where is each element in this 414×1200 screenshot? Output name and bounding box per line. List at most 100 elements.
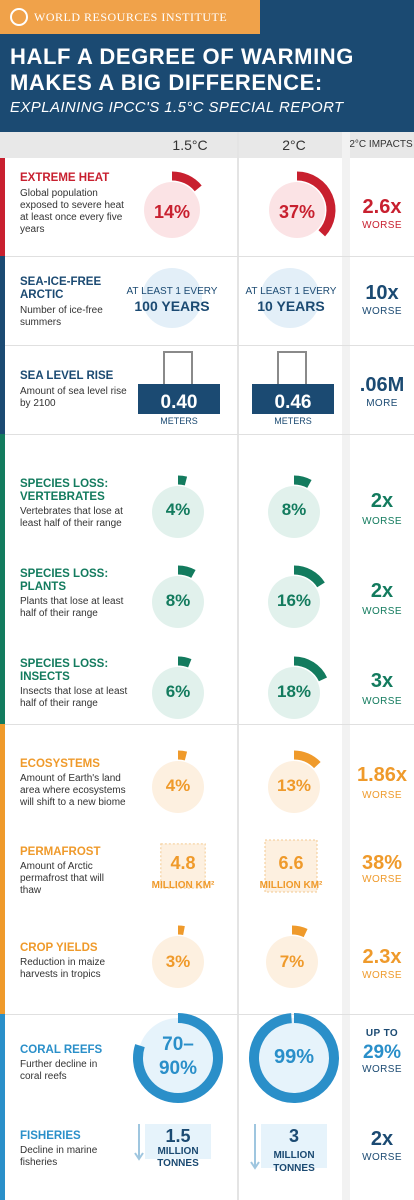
arctic-globe-2-icon (260, 268, 320, 328)
row-title-plants-2: PLANTS (20, 581, 66, 593)
gauge-heat-2-arc (296, 171, 336, 237)
value-fish-2: 3 (288, 1126, 299, 1146)
value-arctic-2-line2: 10 YEARS (257, 298, 325, 314)
value-crop-2: 7% (279, 952, 305, 971)
impact-fish-sub: WORSE (362, 1152, 402, 1163)
impact-vert: 2x (370, 490, 394, 512)
gauge-eco-1-5-disc (152, 761, 204, 813)
impact-eco-sub: WORSE (362, 790, 402, 801)
row-desc-arctic: Number of ice-free summers (20, 305, 103, 328)
impact-plants-sub: WORSE (362, 606, 402, 617)
row-desc-coral: Further decline in coral reefs (20, 1059, 98, 1082)
value-perma-1-5: 4.8 (170, 853, 196, 873)
row-desc-plants: Plants that lose at least half of their … (20, 596, 124, 619)
gauge-eco-2-arc (293, 750, 321, 769)
gauge-crop-2-arc (291, 925, 308, 938)
gauge-insects-1-5-arc (177, 656, 192, 668)
gauge-vert-2-disc (268, 486, 320, 538)
row-title-arctic-1: SEA-ICE-FREE (20, 276, 102, 288)
impact-coral-pre: UP TO (365, 1028, 399, 1039)
value-coral-2: 99% (273, 1046, 315, 1068)
row-title-insects-2: INSECTS (20, 671, 70, 683)
row-title-perma: PERMAFROST (20, 846, 101, 858)
row-desc-crop: Reduction in maize harvests in tropics (20, 957, 106, 980)
value-fish-1-5: 1.5 (165, 1126, 191, 1146)
fish-box-2 (261, 1124, 327, 1168)
brand-bar: WORLD RESOURCES INSTITUTE (0, 0, 260, 34)
row-divider (5, 345, 414, 346)
value-arctic-1-5-line1: AT LEAST 1 EVERY (126, 286, 218, 297)
column-1-5c: 1.5°C (172, 137, 208, 153)
category-band-teal (0, 434, 5, 724)
page-title-line2: MAKES A BIG DIFFERENCE: (10, 70, 323, 95)
impact-arctic-sub: WORSE (362, 306, 402, 317)
gauge-insects-2-arc (293, 656, 328, 682)
gauge-insects-1-5-disc (152, 667, 204, 719)
value-plants-2: 16% (276, 591, 312, 610)
row-title-heat: EXTREME HEAT (20, 172, 110, 184)
page-title-line1: HALF A DEGREE OF WARMING (10, 44, 354, 69)
fish-box-1-5-down-arrow-icon (134, 1124, 144, 1161)
row-desc-sea: Amount of sea level rise by 2100 (20, 386, 127, 409)
gauge-plants-2-arc (293, 565, 325, 588)
impact-coral-sub: WORSE (362, 1064, 402, 1075)
value-heat-1-5: 14% (153, 202, 191, 222)
unit-sea-2: METERS (274, 416, 312, 426)
gauge-eco-2-disc (268, 761, 320, 813)
impact-sea: .06M (359, 374, 405, 396)
gauge-vert-2-arc (293, 475, 312, 489)
unit-sea-1-5: METERS (160, 416, 198, 426)
value-perma-2: 6.6 (278, 853, 304, 873)
impact-perma: 38% (361, 852, 403, 874)
value-insects-2: 18% (276, 682, 312, 701)
value-heat-2: 37% (278, 202, 316, 222)
value-insects-1-5: 6% (165, 682, 191, 701)
sea-2-water (252, 384, 334, 414)
row-divider (5, 1014, 414, 1015)
impact-vert-sub: WORSE (362, 516, 402, 527)
gauge-plants-2-disc (268, 576, 320, 628)
permafrost-box-1-5 (160, 843, 206, 889)
column-divider (342, 132, 350, 1200)
permafrost-box-2 (264, 839, 318, 893)
value-coral-1-5-line1: 70– (162, 1034, 194, 1055)
gauge-plants-1-5-disc (152, 576, 204, 628)
row-title-insects-1: SPECIES LOSS: (20, 658, 109, 670)
unit-fish-2-line2: TONNES (273, 1163, 315, 1174)
unit-perma-2: MILLION KM² (259, 880, 323, 891)
row-desc-heat: Global population exposed to severe heat… (20, 188, 124, 235)
gauge-crop-2-disc (266, 936, 318, 988)
impact-heat-sub: WORSE (362, 220, 402, 231)
row-desc-eco: Amount of Earth's land area where ecosys… (20, 773, 126, 808)
row-title-coral: CORAL REEFS (20, 1044, 103, 1056)
unit-fish-1-5-line1: MILLION (157, 1146, 199, 1157)
coral-disc-1-5 (138, 1018, 218, 1098)
row-title-crop: CROP YIELDS (20, 942, 98, 954)
impact-sea-sub: MORE (366, 398, 398, 409)
value-plants-1-5: 8% (165, 591, 191, 610)
impact-plants: 2x (370, 580, 394, 602)
sea-2-ruler-icon (277, 351, 307, 387)
column-2c-impacts: 2°C IMPACTS (349, 139, 413, 150)
value-sea-2: 0.46 (274, 392, 312, 413)
value-crop-1-5: 3% (165, 952, 191, 971)
fish-box-2-down-arrow-icon (250, 1124, 260, 1170)
gauge-crop-1-5-disc (152, 936, 204, 988)
impact-eco: 1.86x (356, 764, 408, 786)
value-coral-1-5-line2: 90% (158, 1058, 198, 1079)
column-divider (237, 132, 239, 1200)
row-title-arctic-2: ARCTIC (20, 289, 64, 301)
coral-disc-2 (254, 1018, 334, 1098)
unit-fish-2-line1: MILLION (273, 1150, 315, 1161)
row-divider (5, 724, 414, 725)
value-eco-1-5: 4% (165, 776, 191, 795)
sea-1-5-water (138, 384, 220, 414)
unit-perma-1-5: MILLION KM² (151, 880, 215, 891)
impact-perma-sub: WORSE (362, 874, 402, 885)
category-band-blue (0, 256, 5, 434)
row-title-eco: ECOSYSTEMS (20, 758, 100, 770)
category-band-orange (0, 724, 5, 1014)
header-banner: WORLD RESOURCES INSTITUTE HALF A DEGREE … (0, 0, 414, 132)
arctic-globe-1-5-icon (142, 268, 202, 328)
impact-insects: 3x (370, 670, 394, 692)
